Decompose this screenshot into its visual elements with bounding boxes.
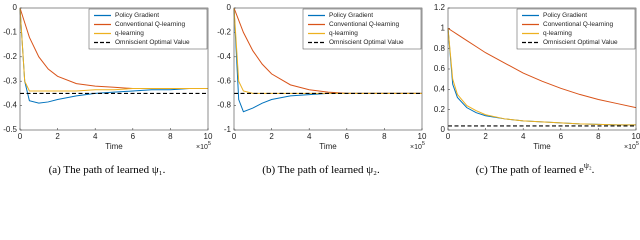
caption: (a) The path of learned ψ₁. [49, 164, 166, 176]
y-tick-label: -0.4 [217, 52, 231, 61]
x-tick-label: 4 [93, 132, 98, 141]
x-tick-label: 2 [269, 132, 274, 141]
y-tick-label: 0 [441, 125, 446, 134]
legend-label: q-learning [543, 30, 572, 37]
x-multiplier-base: ×10 [624, 144, 636, 151]
axes-box [19, 7, 209, 131]
x-tick-label: 0 [18, 132, 23, 141]
series-line [447, 27, 637, 109]
x-tick-label: 10 [632, 132, 640, 141]
legend-label: Conventional Q-learning [329, 21, 399, 28]
y-tick-label: -0.2 [217, 28, 231, 37]
axes-box [447, 7, 637, 131]
x-axis-label: Time [105, 142, 123, 151]
y-tick-label: -0.4 [3, 101, 17, 110]
x-multiplier-base: ×10 [196, 144, 208, 151]
legend-label: Policy Gradient [543, 12, 587, 19]
x-tick-label: 2 [483, 132, 488, 141]
y-tick-label: -1 [224, 125, 232, 134]
legend-label: Omniscient Optimal Value [115, 39, 190, 46]
y-tick-label: 0.8 [434, 44, 446, 53]
caption: (c) The path of learned eψ₂. [476, 161, 595, 176]
caption-text: (a) The path of learned ψ₁. [49, 164, 166, 176]
legend-label: q-learning [329, 30, 358, 37]
caption: (b) The path of learned ψ₂. [262, 164, 380, 176]
x-multiplier-exp: 5 [422, 141, 425, 147]
x-tick-label: 6 [345, 132, 350, 141]
y-tick-label: 0.4 [434, 84, 446, 93]
x-multiplier-exp: 5 [208, 141, 211, 147]
y-tick-label: 1.2 [434, 3, 446, 12]
x-multiplier: ×105 [624, 141, 639, 150]
x-multiplier-base: ×10 [410, 144, 422, 151]
series-line [19, 7, 208, 104]
x-tick-label: 10 [204, 132, 213, 141]
x-tick-label: 10 [418, 132, 427, 141]
legend-label: q-learning [115, 30, 144, 37]
axes-box [233, 7, 423, 131]
x-multiplier-exp: 5 [636, 141, 639, 147]
y-tick-label: -0.5 [3, 125, 17, 134]
legend-label: Policy Gradient [115, 12, 159, 19]
x-tick-label: 8 [168, 132, 173, 141]
x-tick-label: 8 [382, 132, 387, 141]
caption-text: . [592, 164, 595, 176]
x-tick-label: 6 [131, 132, 136, 141]
legend-label: Conventional Q-learning [115, 21, 185, 28]
legend-label: Conventional Q-learning [543, 21, 613, 28]
y-tick-label: 0.2 [434, 105, 446, 114]
x-tick-label: 0 [232, 132, 237, 141]
legend-label: Policy Gradient [329, 12, 373, 19]
series-line [19, 7, 208, 92]
y-tick-label: -0.1 [3, 28, 17, 37]
y-tick-label: 1 [441, 23, 446, 32]
legend-label: Omniscient Optimal Value [329, 39, 404, 46]
x-tick-label: 2 [55, 132, 60, 141]
legend-label: Omniscient Optimal Value [543, 39, 618, 46]
x-axis-label: Time [319, 142, 337, 151]
x-multiplier: ×105 [196, 141, 211, 150]
x-multiplier: ×105 [410, 141, 425, 150]
caption-sup: ψ₂ [584, 161, 592, 170]
x-tick-label: 8 [596, 132, 601, 141]
y-tick-label: 0 [13, 3, 18, 12]
x-tick-label: 0 [446, 132, 451, 141]
y-tick-label: 0.6 [434, 64, 446, 73]
y-tick-label: -0.8 [217, 101, 231, 110]
x-axis-label: Time [533, 142, 551, 151]
series-line [447, 28, 636, 126]
y-tick-label: -0.6 [217, 76, 231, 85]
x-tick-label: 4 [307, 132, 312, 141]
x-tick-label: 4 [521, 132, 526, 141]
y-tick-label: -0.2 [3, 52, 17, 61]
y-tick-label: -0.3 [3, 76, 17, 85]
x-tick-label: 6 [559, 132, 564, 141]
caption-text: (c) The path of learned e [476, 164, 584, 176]
caption-text: (b) The path of learned ψ₂. [262, 164, 380, 176]
y-tick-label: 0 [227, 3, 232, 12]
